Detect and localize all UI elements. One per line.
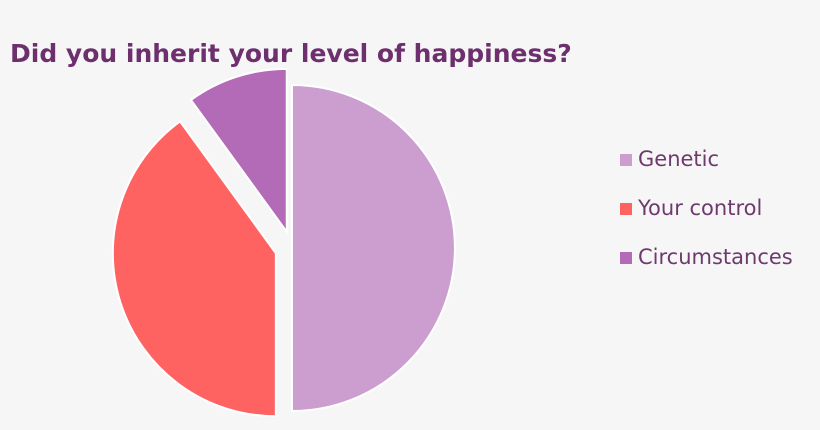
- pie-slice: [111, 119, 277, 418]
- chart-title: Did you inherit your level of happiness?: [10, 39, 572, 68]
- legend-swatch: [620, 203, 632, 215]
- pie-slice: [189, 67, 288, 235]
- legend-label: Your control: [637, 196, 762, 220]
- legend-label: Genetic: [638, 147, 719, 171]
- legend-label: Circumstances: [638, 245, 793, 269]
- pie-slice: [291, 83, 456, 413]
- legend-swatch: [620, 252, 632, 264]
- legend-swatch: [620, 154, 632, 166]
